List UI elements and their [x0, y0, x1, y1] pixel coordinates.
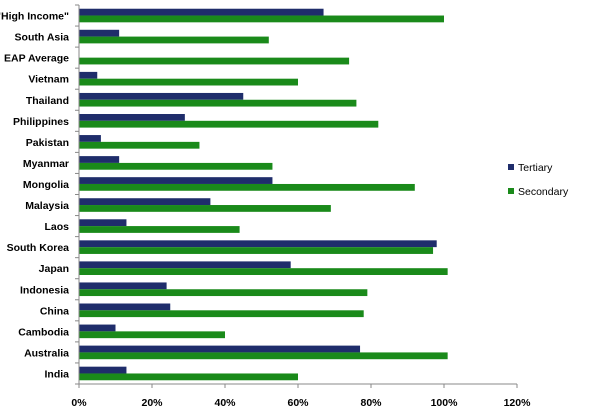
category-label: Myanmar — [23, 158, 69, 170]
tertiary-bar — [79, 29, 120, 37]
tertiary-bar — [79, 303, 171, 311]
legend-swatch — [508, 164, 514, 170]
tertiary-bar — [79, 177, 273, 184]
category-label: Australia — [24, 347, 69, 359]
tertiary-bar — [79, 219, 127, 227]
x-tick-label: 100% — [431, 397, 459, 409]
category-label: Japan — [39, 263, 69, 275]
category-label: Indonesia — [20, 284, 69, 296]
legend-label: Tertiary — [518, 162, 553, 174]
bars — [79, 8, 448, 381]
x-tick-label: 60% — [287, 397, 309, 409]
tertiary-bar — [79, 261, 291, 269]
secondary-bar — [79, 352, 448, 360]
tertiary-bar — [79, 92, 244, 100]
category-label: Pakistan — [26, 137, 69, 149]
legend: Tertiary Secondary — [508, 162, 569, 198]
x-tick-label: 20% — [141, 397, 163, 409]
secondary-bar — [79, 36, 269, 44]
category-label: Cambodia — [18, 326, 69, 338]
secondary-bar — [79, 331, 225, 339]
tertiary-bar — [79, 114, 185, 121]
secondary-bar — [79, 57, 350, 65]
category-label: South Korea — [7, 242, 70, 254]
x-tick-label: 80% — [360, 397, 382, 409]
secondary-bar — [79, 15, 444, 23]
category-label: EAP Average — [4, 53, 69, 65]
secondary-bar — [79, 120, 379, 128]
category-label: "High Income" — [0, 11, 69, 23]
category-label: Thailand — [26, 95, 69, 107]
tertiary-bar — [79, 240, 437, 248]
category-label: India — [44, 368, 69, 380]
category-label: Malaysia — [25, 200, 69, 212]
x-axis-ticks: 0% 20% 40% 60% 80% 100% 120% — [71, 384, 531, 409]
secondary-bar — [79, 226, 240, 233]
tertiary-bar — [79, 198, 211, 206]
category-label: Laos — [44, 221, 69, 233]
secondary-bar — [79, 183, 415, 191]
x-tick-label: 40% — [214, 397, 236, 409]
category-label: Vietnam — [28, 74, 69, 86]
secondary-bar — [79, 205, 331, 212]
secondary-bar — [79, 289, 368, 297]
tertiary-bar — [79, 345, 361, 353]
legend-label: Secondary — [518, 186, 569, 198]
tertiary-bar — [79, 366, 127, 374]
category-labels: "High Income" South Asia EAP Average Vietna… — [0, 4, 79, 385]
x-tick-label: 120% — [504, 397, 532, 409]
tertiary-bar — [79, 324, 116, 332]
legend-swatch — [508, 188, 514, 194]
secondary-bar — [79, 162, 273, 170]
tertiary-bar — [79, 156, 120, 163]
secondary-bar — [79, 141, 200, 149]
secondary-bar — [79, 310, 364, 318]
category-label: South Asia — [15, 32, 70, 44]
secondary-bar — [79, 373, 298, 381]
secondary-bar — [79, 247, 434, 254]
category-label: Philippines — [13, 116, 69, 128]
tertiary-bar — [79, 8, 324, 16]
secondary-bar — [79, 99, 357, 107]
tertiary-bar — [79, 135, 101, 142]
tertiary-bar — [79, 282, 167, 290]
category-label: China — [40, 305, 69, 317]
secondary-bar — [79, 268, 448, 275]
tertiary-bar — [79, 71, 98, 79]
x-tick-label: 0% — [71, 397, 87, 409]
secondary-bar — [79, 78, 298, 86]
category-label: Mongolia — [23, 179, 69, 191]
